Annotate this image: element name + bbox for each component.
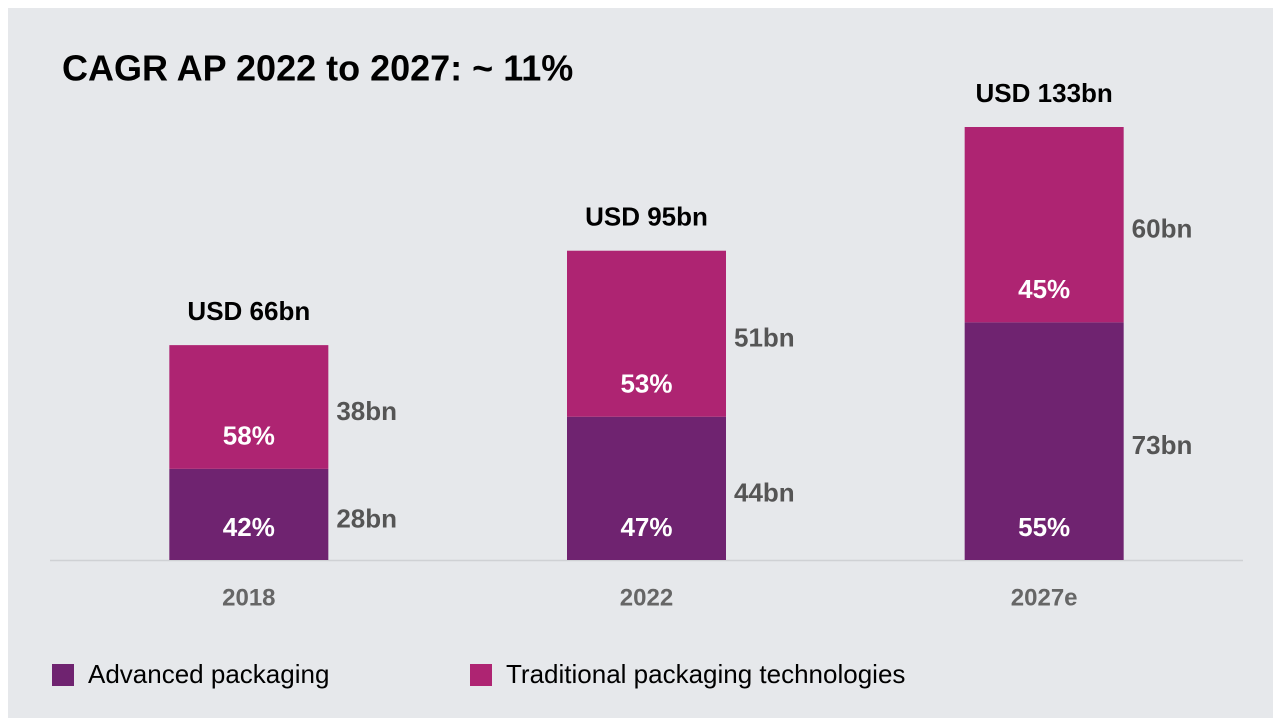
- share-label: 58%: [223, 421, 275, 451]
- total-label: USD 95bn: [585, 202, 708, 232]
- share-label: 55%: [1018, 512, 1070, 542]
- legend-label: Advanced packaging: [88, 659, 329, 689]
- bar-segment: [169, 468, 329, 560]
- x-tick-label: 2027e: [1011, 584, 1078, 611]
- total-label: USD 66bn: [187, 296, 310, 326]
- bar-segment: [964, 127, 1124, 323]
- value-label: 28bn: [336, 503, 397, 533]
- x-tick-label: 2018: [222, 584, 275, 611]
- total-label: USD 133bn: [976, 78, 1113, 108]
- x-tick-label: 2022: [620, 584, 673, 611]
- share-label: 53%: [620, 369, 672, 399]
- chart-title: CAGR AP 2022 to 2027: ~ 11%: [62, 48, 573, 89]
- legend-label: Traditional packaging technologies: [506, 659, 905, 689]
- value-label: 38bn: [336, 396, 397, 426]
- legend-swatch: [52, 664, 74, 686]
- value-label: 51bn: [734, 323, 795, 353]
- share-label: 45%: [1018, 274, 1070, 304]
- bar-segment: [567, 250, 726, 417]
- legend-swatch: [470, 664, 492, 686]
- bar-segment: [567, 416, 726, 560]
- value-label: 60bn: [1132, 214, 1193, 244]
- share-label: 47%: [620, 512, 672, 542]
- value-label: 44bn: [734, 477, 795, 507]
- bar-segment: [964, 322, 1124, 560]
- bar-segment: [169, 345, 329, 469]
- value-label: 73bn: [1132, 430, 1193, 460]
- share-label: 42%: [223, 512, 275, 542]
